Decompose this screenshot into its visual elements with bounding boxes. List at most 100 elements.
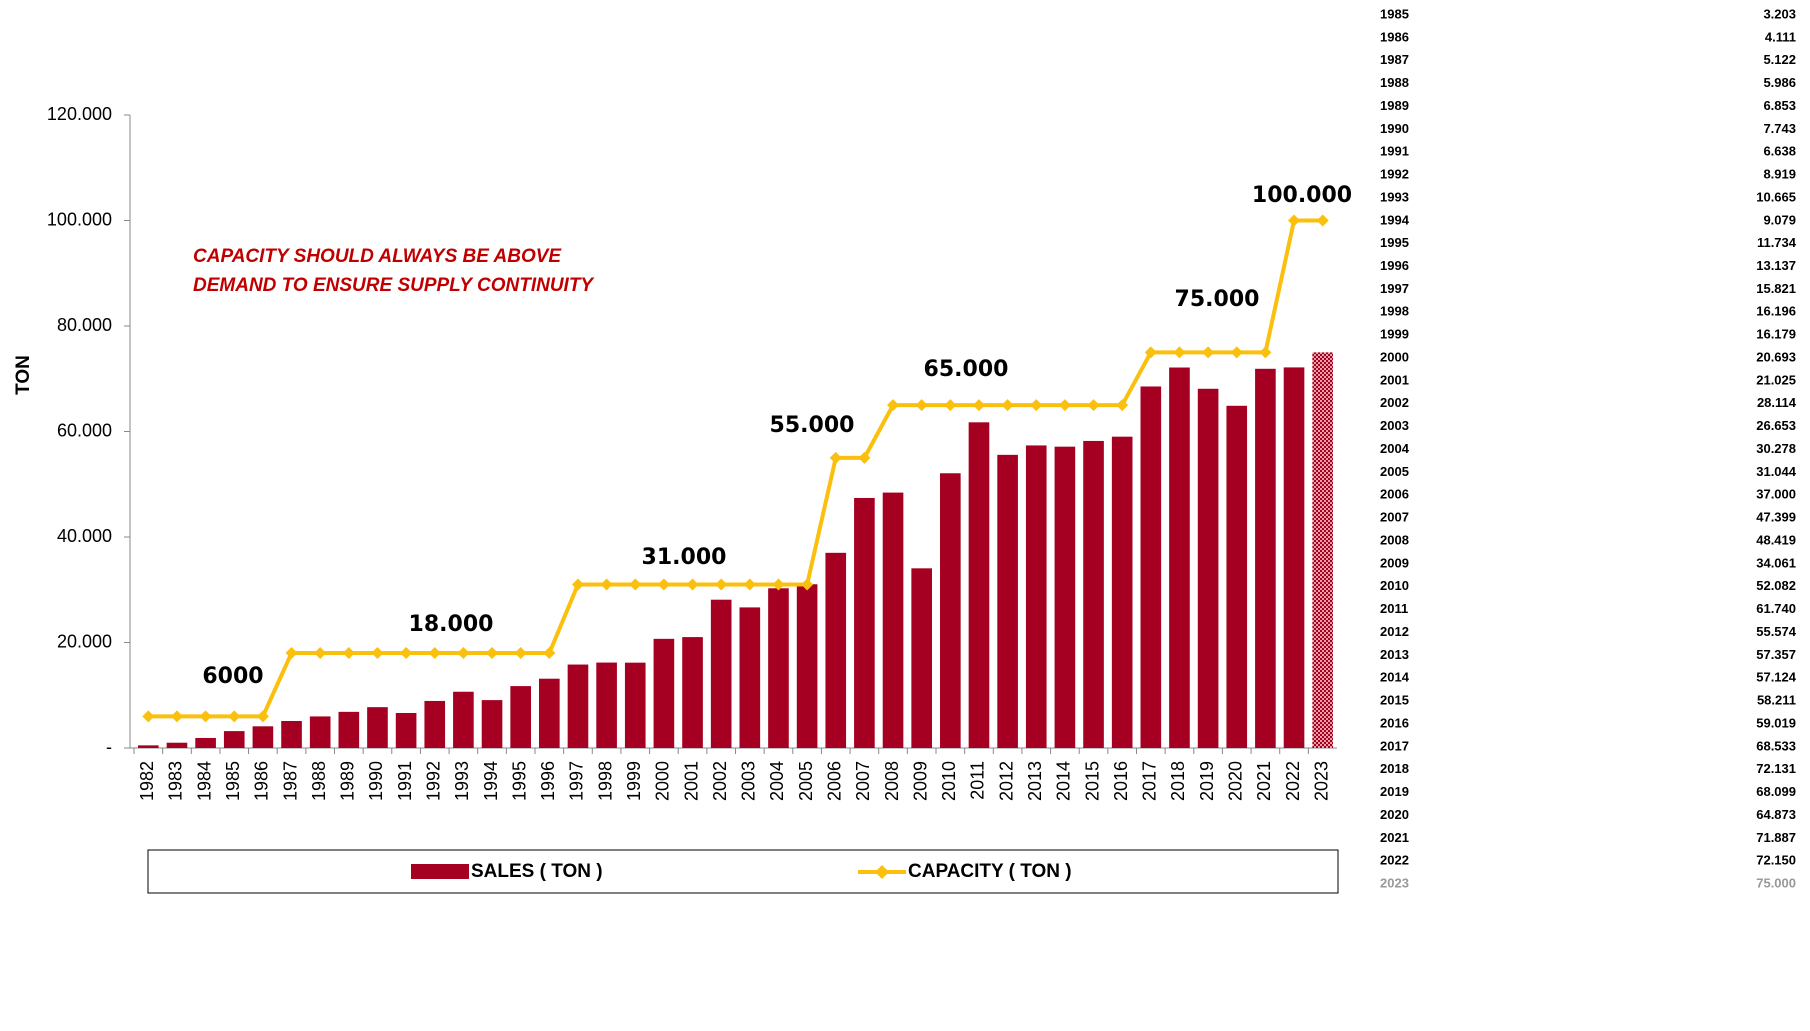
table-value: 30.278	[1756, 441, 1796, 456]
annotation: CAPACITY SHOULD ALWAYS BE ABOVE	[193, 246, 562, 267]
table-value: 7.743	[1763, 121, 1796, 136]
table-year: 1998	[1380, 304, 1409, 319]
table-year: 2004	[1380, 441, 1410, 456]
x-tick-label: 1982	[137, 761, 157, 801]
x-tick-label: 2023	[1311, 761, 1331, 801]
table-year: 2000	[1380, 349, 1409, 364]
line-marker	[543, 647, 556, 660]
table-value: 75.000	[1756, 875, 1796, 890]
line-marker	[256, 710, 269, 723]
table-value: 68.099	[1756, 784, 1796, 799]
table-year: 2003	[1380, 418, 1409, 433]
y-tick-label: 100.000	[47, 209, 112, 229]
bar	[424, 700, 446, 748]
x-tick-label: 2001	[681, 761, 701, 801]
x-tick-label: 2016	[1111, 761, 1131, 801]
x-tick-label: 2004	[767, 761, 787, 801]
table-year: 1988	[1380, 75, 1409, 90]
line-marker	[486, 647, 499, 660]
bar	[768, 588, 789, 748]
x-tick-label: 1996	[538, 761, 558, 801]
bar	[1197, 388, 1219, 748]
x-tick-label: 2002	[710, 761, 730, 801]
table-value: 11.734	[1757, 235, 1797, 250]
line-marker	[1144, 346, 1157, 359]
bar	[281, 720, 302, 748]
bar	[624, 662, 646, 748]
level-label: 55.000	[770, 413, 855, 438]
table-year: 1985	[1380, 6, 1409, 21]
table-value: 71.887	[1756, 830, 1796, 845]
table-value: 72.131	[1756, 761, 1796, 776]
table-year: 2006	[1380, 487, 1409, 502]
line-marker	[228, 710, 241, 723]
line-marker	[772, 578, 785, 591]
line-marker	[1001, 399, 1014, 412]
table-value: 9.079	[1763, 212, 1796, 227]
x-tick-label: 2012	[996, 761, 1016, 801]
bar	[710, 599, 732, 748]
x-tick-label: 1989	[338, 761, 358, 801]
line-marker	[1316, 214, 1329, 227]
table-year: 1999	[1380, 327, 1409, 342]
bar	[223, 731, 245, 748]
table-year: 2017	[1380, 738, 1409, 753]
line-marker	[1259, 346, 1272, 359]
line-marker	[571, 578, 584, 591]
table-value: 13.137	[1756, 258, 1796, 273]
table-year: 1995	[1380, 235, 1409, 250]
table-year: 1992	[1380, 167, 1409, 182]
bar	[653, 638, 675, 748]
x-tick-label: 2014	[1054, 761, 1074, 801]
line-marker	[972, 399, 985, 412]
table-year: 1987	[1380, 52, 1409, 67]
table-value: 4.111	[1765, 29, 1796, 44]
annotation: DEMAND TO ENSURE SUPPLY CONTINUITY	[193, 275, 595, 296]
table-value: 16.196	[1756, 304, 1796, 319]
table-value: 47.399	[1756, 510, 1796, 525]
x-tick-label: 1999	[624, 761, 644, 801]
x-tick-label: 2018	[1168, 761, 1188, 801]
x-tick-label: 2019	[1197, 761, 1217, 801]
x-tick-label: 1995	[509, 761, 529, 801]
line-marker	[1288, 214, 1301, 227]
x-tick-label: 1994	[481, 761, 501, 801]
bar	[1283, 367, 1305, 748]
y-tick-label: 120.000	[47, 104, 112, 124]
bar	[453, 691, 474, 748]
table-value: 6.853	[1763, 98, 1796, 113]
bar	[1140, 386, 1162, 748]
bar	[481, 700, 503, 748]
level-label: 65.000	[924, 357, 1009, 382]
table-year: 2018	[1380, 761, 1409, 776]
bar	[1226, 405, 1248, 748]
line-marker	[514, 647, 527, 660]
line-marker	[1058, 399, 1071, 412]
table-year: 2015	[1380, 693, 1409, 708]
x-tick-label: 1992	[424, 761, 444, 801]
bar	[1169, 367, 1190, 748]
x-tick-label: 1983	[166, 761, 186, 801]
x-tick-label: 2008	[882, 761, 902, 801]
line-marker	[887, 399, 900, 412]
level-label: 31.000	[642, 545, 727, 570]
line-marker	[657, 578, 670, 591]
table-year: 2001	[1380, 372, 1409, 387]
x-tick-label: 2010	[939, 761, 959, 801]
bar	[968, 422, 990, 748]
table-year: 2012	[1380, 624, 1409, 639]
bar	[1312, 352, 1333, 748]
bar	[539, 678, 560, 748]
table-year: 2011	[1380, 601, 1408, 616]
line-marker	[944, 399, 957, 412]
table-year: 2020	[1380, 807, 1409, 822]
table-value: 26.653	[1756, 418, 1796, 433]
y-tick-label: 20.000	[57, 631, 112, 651]
x-tick-label: 1986	[252, 761, 272, 801]
table-value: 28.114	[1757, 395, 1797, 410]
x-tick-label: 2015	[1082, 761, 1102, 801]
line-marker	[457, 647, 470, 660]
table-year: 1994	[1380, 212, 1410, 227]
table-value: 3.203	[1763, 6, 1796, 21]
